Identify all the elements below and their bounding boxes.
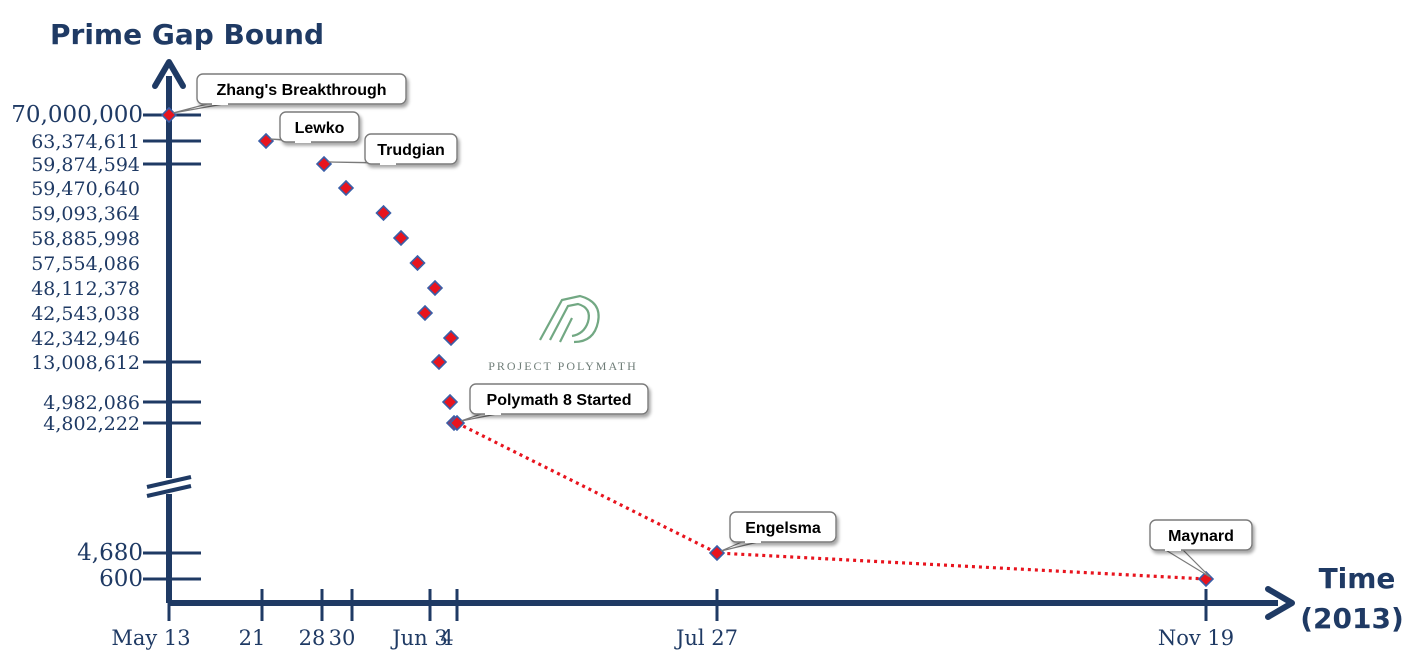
x-tick-label: 21 [239,626,266,650]
data-point [441,393,459,411]
data-point [708,544,726,562]
callout-box [364,133,458,165]
y-tick-label: 4,982,086 [43,392,140,414]
y-tick-label: 4,802,222 [43,413,140,435]
x-axis-arrow [1265,586,1295,620]
callout-box [279,111,360,143]
y-tick-label: 13,008,612 [31,352,140,374]
data-point [375,204,392,222]
y-axis-arrow [152,59,186,89]
logo-stroke [539,294,600,344]
callout-box [729,511,837,543]
logo-stroke [559,317,573,343]
axis-break-mark [146,475,192,489]
y-tick-label: 48,112,378 [31,278,140,300]
data-point [430,353,448,371]
callout-joint [380,161,396,165]
data-point [160,106,178,124]
data-point [442,329,460,347]
callout-box [196,73,407,105]
y-axis-title: Prime Gap Bound [50,18,324,51]
data-point [409,254,426,272]
callout-label: Trudgian [377,142,445,159]
x-tick-label: 4 [440,626,453,650]
axis-break-mark [146,484,192,498]
polymath-callout: Polymath 8 Started [460,383,649,422]
y-tick-label: 42,342,946 [31,328,140,350]
x-tick-label: Jun 3 [390,626,448,650]
x-tick-label: 30 [329,626,356,650]
callout-pointer [1161,548,1211,578]
x-tick-label: Nov 19 [1158,626,1234,650]
zhang-callout: Zhang's Breakthrough [172,73,407,114]
callout-joint [295,139,311,143]
logo-stroke [549,302,590,341]
callout-label: Maynard [1168,528,1234,545]
callout-joint [745,539,761,543]
y-tick-label: 70,000,000 [11,102,143,128]
y-tick-label: 59,093,364 [31,203,140,225]
callout-label: Lewko [295,120,345,137]
callout-joint [212,101,228,105]
x-tick-label: Jul 27 [674,626,738,650]
data-point [315,155,333,173]
data-point [392,229,410,247]
y-tick-label: 59,874,594 [31,154,140,176]
callout-label: Zhang's Breakthrough [216,82,386,99]
x-axis-title-year: (2013) [1300,602,1404,635]
callout-box [469,383,649,415]
x-tick-label: May 13 [111,626,190,650]
callout-label: Polymath 8 Started [487,392,632,409]
trudgian-callout: Trudgian [327,133,458,165]
y-tick-label: 42,543,038 [31,303,140,325]
series-dotted-line [456,421,1207,581]
x-axis-title: Time [1319,562,1396,595]
data-point [257,132,275,150]
engelsma-callout: Engelsma [720,511,837,552]
polymath-logo [539,294,600,344]
y-tick-label: 58,885,998 [31,228,140,250]
callout-joint [485,411,501,415]
y-tick-label: 600 [99,566,143,592]
maynard-callout: Maynard [1149,519,1253,578]
lewko-callout: Lewko [269,111,360,143]
data-point [1197,570,1215,588]
callout-box [1149,519,1253,551]
y-tick-label: 4,680 [77,540,143,566]
y-tick-label: 59,470,640 [31,178,140,200]
x-tick-label: 28 [299,626,326,650]
data-point [416,304,434,322]
y-tick-label: 57,554,086 [31,253,140,275]
y-tick-label: 63,374,611 [31,131,140,153]
callout-label: Engelsma [745,520,821,537]
data-point [426,279,444,297]
data-point [337,179,355,197]
callout-joint [1165,547,1181,551]
watermark-text: PROJECT POLYMATH [488,359,638,373]
